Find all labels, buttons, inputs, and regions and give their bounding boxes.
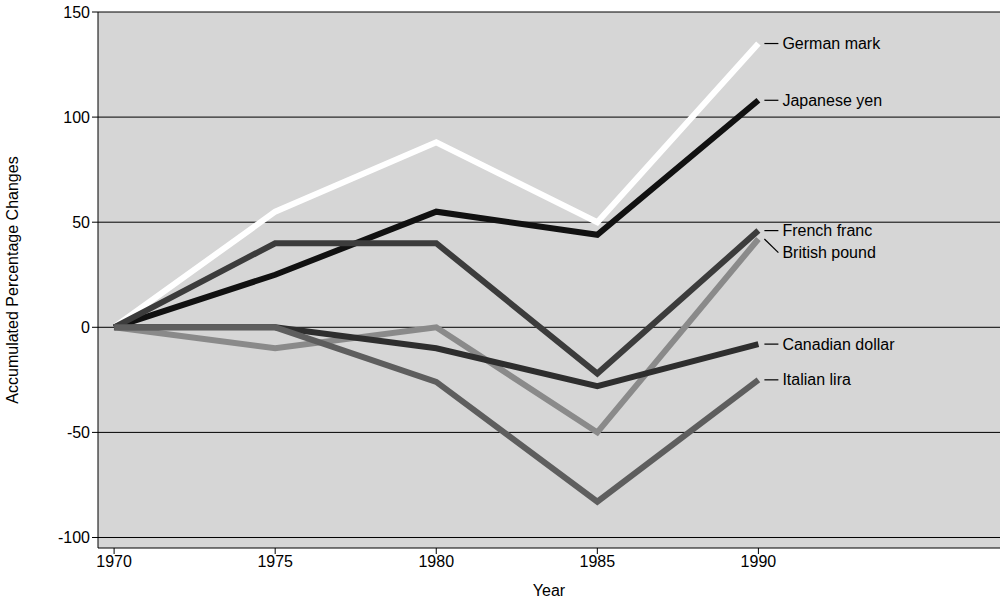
svg-text:German mark: German mark <box>782 35 881 52</box>
svg-text:Italian lira: Italian lira <box>782 371 851 388</box>
svg-text:British pound: British pound <box>782 244 875 261</box>
svg-text:1975: 1975 <box>257 553 293 570</box>
svg-text:Accumulated Percentage Changes: Accumulated Percentage Changes <box>4 156 21 403</box>
svg-text:150: 150 <box>63 4 90 21</box>
svg-text:1970: 1970 <box>96 553 132 570</box>
svg-text:Year: Year <box>533 582 566 598</box>
svg-text:50: 50 <box>72 214 90 231</box>
svg-text:Canadian dollar: Canadian dollar <box>782 336 895 353</box>
svg-text:100: 100 <box>63 109 90 126</box>
svg-text:Japanese yen: Japanese yen <box>782 92 882 109</box>
svg-text:1985: 1985 <box>580 553 616 570</box>
svg-text:French franc: French franc <box>782 222 872 239</box>
svg-text:-50: -50 <box>67 424 90 441</box>
svg-text:1980: 1980 <box>418 553 454 570</box>
svg-text:-100: -100 <box>58 529 90 546</box>
svg-text:1990: 1990 <box>741 553 777 570</box>
svg-text:0: 0 <box>81 319 90 336</box>
